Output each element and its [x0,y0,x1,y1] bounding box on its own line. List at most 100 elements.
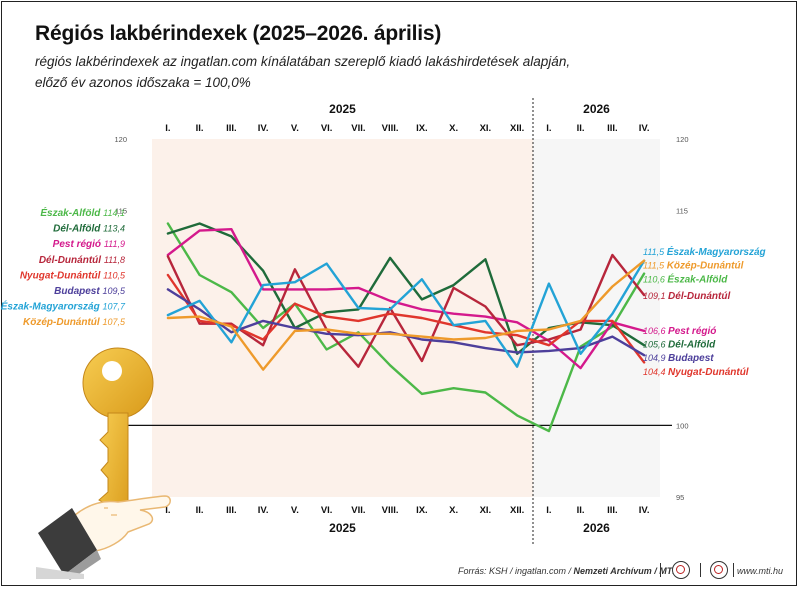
x-tick-label-bottom: VI. [321,505,333,516]
x-tick-label-top: II. [577,123,585,134]
y-tick-label-right: 120 [676,135,689,144]
y-tick-label-right: 115 [676,207,688,216]
x-tick-label-top: VIII. [382,123,399,134]
chart-subtitle-line-2: előző év azonos időszaka = 100,0% [35,75,251,90]
year-label-bottom: 2025 [329,521,356,535]
x-tick-label-bottom: XI. [480,505,492,516]
series-group [166,222,646,433]
x-tick-label-bottom: IX. [416,505,428,516]
x-tick-label-top: III. [607,123,618,134]
x-tick-label-bottom: IV. [639,505,650,516]
start-series-label: Nyugat-Dunántúl 110,5 [20,270,126,281]
x-tick-label-top: XI. [480,123,492,134]
start-series-value: 109,5 [102,286,126,296]
x-tick-label-bottom: II. [196,505,204,516]
hand-icon [36,495,171,580]
start-series-value: 111,9 [104,239,125,249]
x-tick-label-top: XII. [510,123,524,134]
x-tick-label-bottom: I. [546,505,551,516]
x-tick-label-top: VI. [321,123,333,134]
start-series-label: Észak-Alföld 114,1 [40,206,125,219]
end-series-value: 106,6 [643,326,668,336]
x-tick-label-bottom: X. [449,505,458,516]
year-label-top: 2026 [583,102,610,116]
start-series-name: Dél-Alföld [53,224,103,235]
start-series-name: Pest régió [53,239,104,250]
x-tick-label-top: I. [165,123,170,134]
start-series-name: Észak-Alföld [40,206,103,219]
end-series-value: 110,6 [643,274,667,284]
y-tick-label-right: 95 [676,493,684,502]
y-tick-label-left: 120 [114,135,127,144]
year-label-top: 2025 [329,102,356,116]
start-series-name: Észak-Magyarország [1,300,103,313]
start-series-name: Budapest [54,286,102,297]
start-series-label: Közép-Dunántúl 107,5 [23,317,126,328]
x-tick-label-bottom: I. [165,505,170,516]
start-series-value: 107,7 [102,302,126,312]
end-series-name: Pest régió [668,326,716,337]
chart-subtitle-line-1: régiós lakbérindexek az ingatlan.com kín… [35,54,571,69]
source-bold-text: Nemzeti Archívum / MTI [573,566,675,576]
mti-logo-icon [672,561,690,579]
x-tick-label-top: V. [291,123,299,134]
x-tick-label-bottom: II. [577,505,585,516]
start-series-value: 113,4 [103,224,125,234]
y-tick-label-left: 115 [115,207,127,216]
axes-group: 2025 2025 2026 2026 I. I. II. II. III. III. IV. IV.… [114,98,689,545]
start-series-label: Budapest 109,5 [54,286,126,297]
hand-with-key-illustration [36,347,171,580]
series-line [166,227,646,370]
x-tick-label-bottom: III. [226,505,237,516]
end-series-value: 111,5 [643,261,667,271]
end-series-value: 105,6 [643,340,668,350]
series-line [166,222,646,433]
end-series-name: Dél-Dunántúl [668,291,730,302]
start-series-label: Dél-Dunántúl 111,8 [39,255,125,266]
end-series-name: Dél-Alföld [668,340,716,351]
start-series-value: 107,5 [102,317,126,327]
start-series-name: Közép-Dunántúl [23,317,102,328]
x-tick-label-top: III. [226,123,237,134]
x-tick-label-top: IV. [258,123,269,134]
year-2026-background [533,139,660,497]
start-series-name: Dél-Dunántúl [39,255,104,266]
start-series-value: 111,8 [104,255,125,265]
end-series-name: Észak-Magyarország [667,245,766,258]
mti-logo-icon [710,561,728,579]
footer-separator [700,563,701,577]
end-series-label: 105,6 Dél-Alföld [643,340,716,351]
start-series-label: Észak-Magyarország 107,7 [1,300,126,313]
end-series-name: Budapest [668,353,714,364]
source-text: Forrás: KSH / ingatlan.com / [458,566,574,576]
x-tick-label-bottom: XII. [510,505,524,516]
end-series-label: 111,5 Észak-Magyarország [643,245,766,258]
chart-title: Régiós lakbérindexek (2025–2026. április… [35,22,442,45]
x-tick-label-bottom: VIII. [382,505,399,516]
series-line [166,273,646,364]
x-tick-label-bottom: V. [291,505,299,516]
x-tick-label-top: IX. [416,123,428,134]
start-series-label: Pest régió 111,9 [53,239,125,250]
end-series-label: 111,5 Közép-Dunántúl [643,261,744,272]
x-tick-label-top: I. [546,123,551,134]
end-series-name: Közép-Dunántúl [667,261,744,272]
series-line [166,259,646,368]
end-series-label: 109,1 Dél-Dunántúl [643,291,730,302]
end-series-name: Észak-Alföld [667,272,728,285]
end-series-label: 104,9 Budapest [643,353,714,364]
x-tick-label-top: X. [449,123,458,134]
end-series-label: 106,6 Pest régió [643,326,716,337]
end-series-name: Nyugat-Dunántúl [668,367,749,378]
x-tick-label-bottom: III. [607,505,618,516]
x-tick-label-top: VII. [351,123,365,134]
source-credit: Forrás: KSH / ingatlan.com / Nemzeti Arc… [458,566,675,576]
series-labels-group: Észak-Alföld 114,1 Dél-Alföld 113,4 Pest r… [1,206,766,378]
end-series-value: 104,9 [643,353,668,363]
end-series-value: 104,4 [643,367,668,377]
end-series-value: 111,5 [643,247,667,257]
end-series-label: 110,6 Észak-Alföld [643,272,728,285]
footer-separator [733,563,734,577]
series-line [166,259,646,371]
website-link[interactable]: www.mti.hu [737,566,784,576]
